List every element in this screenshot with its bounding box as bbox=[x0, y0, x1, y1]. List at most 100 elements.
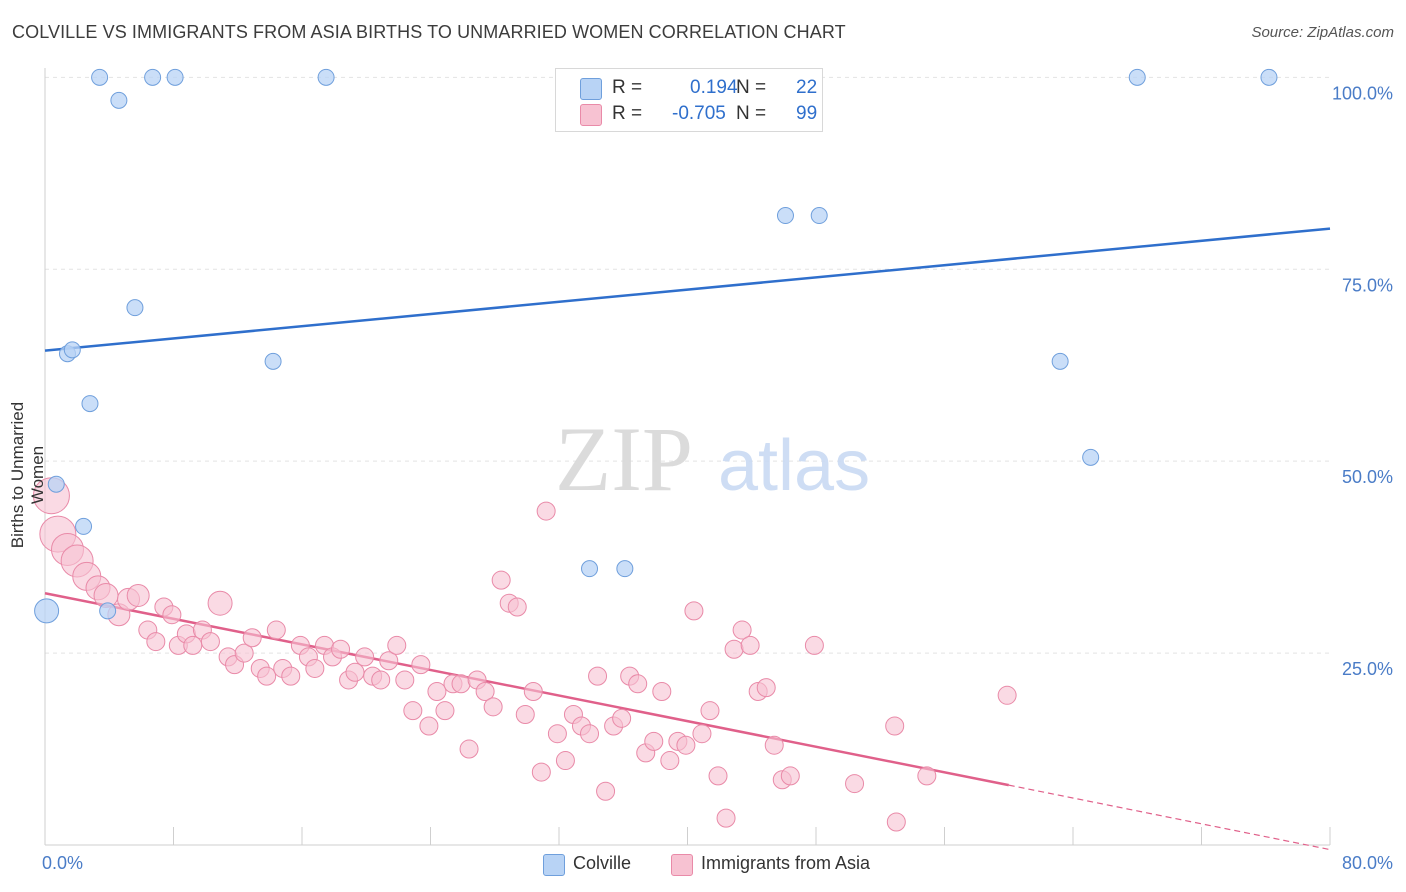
asia-point bbox=[403, 701, 423, 721]
asia-point bbox=[588, 666, 608, 686]
legend-r-label: R = bbox=[612, 77, 643, 98]
asia-point bbox=[183, 635, 203, 655]
colville-point bbox=[1082, 448, 1100, 466]
watermark-atlas: atlas bbox=[718, 426, 870, 506]
asia-point bbox=[379, 651, 399, 671]
asia-point bbox=[612, 708, 632, 728]
colville-point bbox=[1051, 352, 1069, 370]
legend-r-label: R = bbox=[612, 103, 643, 124]
colville-point bbox=[144, 68, 162, 86]
asia-point bbox=[684, 601, 704, 621]
asia-point bbox=[660, 751, 680, 771]
colville-point bbox=[1260, 68, 1278, 86]
colville-point bbox=[581, 560, 599, 578]
asia-point bbox=[580, 724, 600, 744]
asia-point bbox=[491, 570, 511, 590]
y-tick-label: 100.0% bbox=[1332, 83, 1393, 103]
asia-point bbox=[345, 662, 365, 682]
data-points bbox=[32, 68, 1278, 832]
asia-point bbox=[266, 620, 286, 640]
asia-point bbox=[886, 812, 906, 832]
asia-point bbox=[427, 681, 447, 701]
legend-n-value: 22 bbox=[796, 77, 818, 98]
y-tick-label: 25.0% bbox=[1342, 659, 1393, 679]
colville-point bbox=[99, 602, 117, 620]
asia-point bbox=[756, 678, 776, 698]
asia-point bbox=[547, 724, 567, 744]
asia-point bbox=[732, 620, 752, 640]
y-tick-label: 75.0% bbox=[1342, 275, 1393, 295]
asia-point bbox=[708, 766, 728, 786]
asia-point bbox=[234, 643, 254, 663]
x-tick-label: 80.0% bbox=[1342, 853, 1393, 873]
asia-point bbox=[804, 635, 824, 655]
asia-point bbox=[531, 762, 551, 782]
asia-point bbox=[724, 639, 744, 659]
colville-point bbox=[63, 341, 81, 359]
asia-point bbox=[555, 751, 575, 771]
colville-point bbox=[110, 91, 128, 109]
asia-point bbox=[764, 735, 784, 755]
asia-point bbox=[257, 666, 277, 686]
asia-point bbox=[126, 584, 150, 608]
asia-point bbox=[207, 590, 233, 616]
colville-point bbox=[126, 299, 144, 317]
asia-point bbox=[281, 666, 301, 686]
asia-point bbox=[162, 605, 182, 625]
colville-point bbox=[616, 560, 634, 578]
asia-point bbox=[676, 735, 696, 755]
asia-point bbox=[200, 632, 220, 652]
asia-point bbox=[411, 655, 431, 675]
colville-point bbox=[75, 517, 93, 535]
watermark: ZIP atlas bbox=[555, 408, 870, 510]
asia-point bbox=[305, 658, 325, 678]
colville-point bbox=[166, 68, 184, 86]
legend-n-label: N = bbox=[736, 77, 767, 98]
asia-point bbox=[885, 716, 905, 736]
asia-point bbox=[515, 705, 535, 724]
source-label: Source: ZipAtlas.com bbox=[1251, 24, 1394, 41]
asia-point bbox=[395, 670, 415, 690]
asia-point bbox=[997, 685, 1017, 705]
y-tick-label: 50.0% bbox=[1342, 467, 1393, 487]
x-tick-label: 0.0% bbox=[42, 853, 83, 873]
asia-point bbox=[435, 701, 455, 721]
asia-point bbox=[845, 774, 865, 794]
asia-point bbox=[692, 724, 712, 744]
asia-point bbox=[475, 681, 495, 701]
colville-point bbox=[810, 207, 828, 225]
asia-point bbox=[652, 681, 672, 701]
asia-point bbox=[628, 674, 648, 694]
asia-point bbox=[146, 632, 166, 652]
colville-point bbox=[1128, 68, 1146, 86]
legend-n-value: 99 bbox=[796, 103, 818, 124]
chart-title: COLVILLE VS IMMIGRANTS FROM ASIA BIRTHS … bbox=[12, 22, 846, 42]
asia-point bbox=[780, 766, 800, 786]
asia-point bbox=[917, 766, 937, 786]
bottom-legend-label-colville: Colville bbox=[573, 853, 632, 873]
colville-point bbox=[91, 68, 109, 86]
asia-point bbox=[459, 739, 479, 759]
colville-point bbox=[81, 395, 99, 413]
asia-point bbox=[371, 670, 391, 690]
legend-swatch-asia bbox=[580, 104, 602, 126]
colville-point bbox=[264, 352, 282, 370]
asia-point bbox=[242, 628, 262, 648]
colville-point bbox=[34, 598, 60, 624]
asia-point bbox=[331, 639, 351, 659]
asia-point bbox=[523, 681, 543, 701]
colville-point bbox=[776, 207, 794, 225]
asia-point bbox=[355, 647, 375, 667]
axes bbox=[44, 68, 1331, 846]
asia-point bbox=[419, 716, 439, 736]
asia-point bbox=[536, 501, 556, 521]
asia-point bbox=[740, 635, 760, 655]
tick-labels: 25.0% 50.0% 75.0% 100.0% 0.0% 80.0% bbox=[42, 83, 1393, 873]
asia-point bbox=[387, 635, 407, 655]
y-axis-label: Births to Unmarried Women bbox=[8, 401, 47, 549]
legend-n-label: N = bbox=[736, 103, 767, 124]
asia-point bbox=[644, 731, 664, 751]
asia-point bbox=[451, 674, 471, 694]
trend-lines bbox=[44, 227, 1331, 851]
